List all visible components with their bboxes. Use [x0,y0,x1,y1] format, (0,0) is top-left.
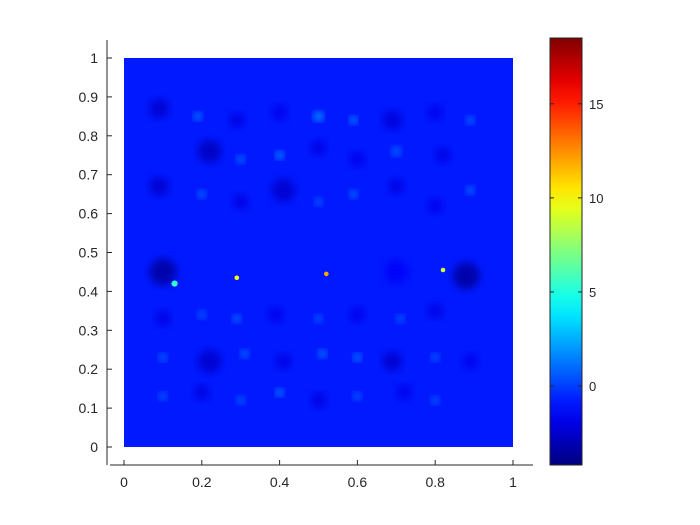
y-tick-label: 0.3 [79,322,99,338]
colorbar-tick-label: 0 [589,379,596,394]
heatmap-feature [349,190,358,199]
heatmap-feature [353,392,362,401]
heatmap-feature [194,112,202,121]
heatmap-feature [462,353,479,370]
heatmap-feature [275,388,284,397]
x-tick-label: 0.6 [348,474,368,490]
y-tick-label: 0.5 [79,245,99,261]
heatmap-feature [391,146,401,157]
heatmap-feature [427,104,444,121]
heatmap-feature [236,155,245,164]
y-tick-label: 0.4 [79,283,99,299]
heatmap-feature [229,112,245,128]
heatmap-feature [452,262,480,290]
colorbar-tick-label: 5 [589,285,596,300]
heatmap-feature [240,349,249,358]
heatmap-feature [427,198,444,214]
heatmap-feature [232,194,249,210]
heatmap-feature [275,353,292,370]
heatmap-feature [435,147,451,164]
heatmap-background [124,58,513,447]
heatmap-hotspot [234,275,240,281]
heatmap-feature [271,178,296,202]
heatmap-feature [197,349,222,374]
heatmap-feature [396,314,405,323]
colorbar-gradient [549,37,583,466]
heatmap-feature [236,396,245,405]
heatmap-feature [310,392,327,409]
axes: 0 0.2 0.4 0.6 0.8 1 0 0.1 0.2 0.3 0.4 0.5 0.6 0.7 0.8… [79,40,533,490]
heatmap-feature [159,353,167,362]
heatmap-feature [194,384,210,401]
heatmap-feature [466,186,475,195]
heatmap-feature [149,98,169,119]
heatmap-feature [388,178,405,195]
x-tick-label: 0 [120,474,128,490]
y-tick-label: 0.9 [79,89,99,105]
heatmap-feature [314,314,323,323]
x-axis: 0 0.2 0.4 0.6 0.8 1 [110,460,533,490]
heatmap-feature [314,198,323,206]
x-tick-label: 0.8 [425,474,445,490]
x-tick-label: 1 [509,474,517,490]
heatmap-feature [427,303,444,319]
heatmap-feature [267,306,284,323]
heatmap-feature [159,392,167,401]
y-axis: 0 0.1 0.2 0.3 0.4 0.5 0.6 0.7 0.8 0.9 1 [79,40,112,465]
heatmap-feature [318,349,327,358]
colorbar-tick-label: 10 [589,191,603,206]
y-tick-label: 0.8 [79,128,99,144]
heatmap-feature [271,104,288,121]
heatmap-feature [466,116,475,125]
heatmap-feature [149,258,177,286]
heatmap-feature [155,310,171,327]
heatmap-feature [431,396,440,405]
heatmap-feature [384,260,408,284]
heatmap-feature [197,310,206,319]
heatmap-feature [396,384,412,401]
heatmap-plot [124,58,513,447]
colorbar-tick-label: 15 [589,97,603,112]
heatmap-feature [310,139,327,156]
heatmap-feature [232,314,241,323]
heatmap-feature [349,116,358,125]
y-tick-label: 0.7 [79,167,99,183]
x-tick-label: 0.2 [192,474,212,490]
heatmap-feature [275,151,284,160]
heatmap-feature [382,110,403,130]
heatmap-feature [431,353,440,362]
heatmap-feature [349,306,366,323]
y-tick-label: 0.2 [79,361,99,377]
heatmap-feature [353,353,362,362]
heatmap-hotspot [324,271,329,277]
heatmap-feature [149,176,169,197]
y-tick-label: 0.1 [79,400,99,416]
heatmap-feature [197,190,206,199]
heatmap-hotspot [171,280,178,287]
y-tick-label: 1 [90,50,98,66]
y-tick-label: 0 [90,439,98,455]
heatmap-feature [197,139,222,164]
x-tick-label: 0.4 [270,474,290,490]
y-tick-label: 0.6 [79,206,99,222]
colorbar: 0 5 10 15 [549,37,603,466]
heatmap-feature [313,111,324,122]
heatmap-hotspot [440,267,446,273]
heatmap-feature [382,351,403,372]
heatmap-feature [349,151,366,167]
